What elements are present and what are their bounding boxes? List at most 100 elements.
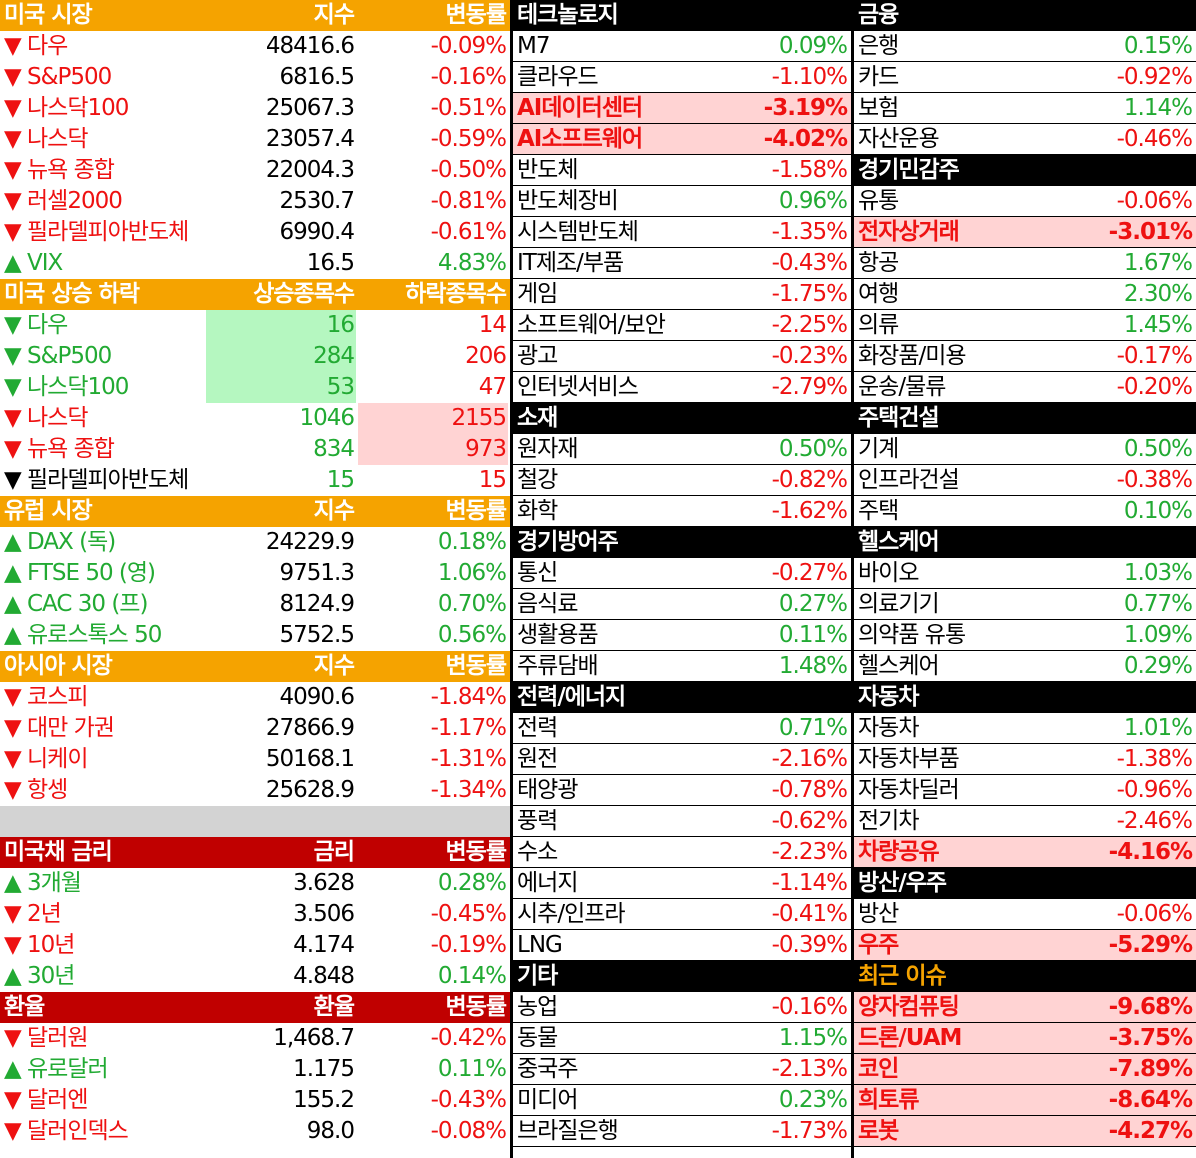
change: -0.41% bbox=[771, 901, 848, 927]
row-label: ▼ 필라델피아반도체 bbox=[4, 467, 189, 493]
value: 4.174 bbox=[293, 932, 355, 958]
section-title: 금융 bbox=[858, 2, 899, 28]
sector-label: 의류 bbox=[858, 312, 899, 338]
change: 2.30% bbox=[1123, 281, 1193, 307]
change: -8.64% bbox=[1108, 1087, 1193, 1113]
sector-label: 음식료 bbox=[517, 591, 578, 617]
table-row: 전자상거래 -3.01% bbox=[854, 217, 1196, 248]
change: -0.62% bbox=[771, 808, 848, 834]
sector-label: 클라우드 bbox=[517, 64, 599, 90]
section-title: 소재 bbox=[517, 405, 558, 431]
column-header: 환율 bbox=[313, 994, 355, 1020]
change: 0.10% bbox=[1123, 498, 1193, 524]
change: -0.61% bbox=[430, 219, 507, 245]
column-header: 지수 bbox=[313, 653, 355, 679]
sector-label: 유통 bbox=[858, 188, 899, 214]
decliners-highlight bbox=[358, 403, 508, 434]
row-label: ▼ S&P500 bbox=[4, 64, 112, 90]
change: -0.92% bbox=[1116, 64, 1193, 90]
value: 5752.5 bbox=[279, 622, 355, 648]
table-row: 동물 1.15% bbox=[513, 1023, 851, 1054]
sector-label: 통신 bbox=[517, 560, 558, 586]
table-row: 원자재 0.50% bbox=[513, 434, 851, 465]
table-row: LNG -0.39% bbox=[513, 930, 851, 961]
section-header: 전력/에너지 bbox=[513, 682, 851, 713]
table-row: 풍력 -0.62% bbox=[513, 806, 851, 837]
value: 1046 bbox=[299, 405, 355, 431]
value: 155.2 bbox=[293, 1087, 355, 1113]
column-header: 지수 bbox=[313, 498, 355, 524]
table-row: 의료기기 0.77% bbox=[854, 589, 1196, 620]
section-header: 기타 bbox=[513, 961, 851, 992]
row-label: ▲ 3개월 bbox=[4, 870, 82, 896]
value: 16.5 bbox=[306, 250, 355, 276]
column-header: 지수 bbox=[313, 2, 355, 28]
section-title: 미국 상승 하락 bbox=[4, 281, 140, 307]
column-header: 변동률 bbox=[445, 839, 507, 865]
section-header: 미국 시장 지수 변동률 bbox=[0, 0, 510, 31]
row-label: ▼ 필라델피아반도체 bbox=[4, 219, 189, 245]
advancers-highlight bbox=[206, 341, 356, 372]
change: 1.67% bbox=[1123, 250, 1193, 276]
sector-label: 기계 bbox=[858, 436, 899, 462]
sector-label: 원자재 bbox=[517, 436, 578, 462]
table-row: 수소 -2.23% bbox=[513, 837, 851, 868]
sector-label: 게임 bbox=[517, 281, 558, 307]
table-row: 주택 0.10% bbox=[854, 496, 1196, 527]
change: -0.20% bbox=[1116, 374, 1193, 400]
change: -0.09% bbox=[430, 33, 507, 59]
change: 1.01% bbox=[1123, 715, 1193, 741]
section-title: 환율 bbox=[4, 994, 45, 1020]
section-header: 경기민감주 bbox=[854, 155, 1196, 186]
row-label: ▼ 니케이 bbox=[4, 746, 88, 772]
row-label: ▼ 10년 bbox=[4, 932, 75, 958]
table-row: ▼ 2년 3.506 -0.45% bbox=[0, 899, 510, 930]
value: 15 bbox=[326, 467, 355, 493]
change: 0.29% bbox=[1123, 653, 1193, 679]
table-row: 자산운용 -0.46% bbox=[854, 124, 1196, 155]
section-title: 헬스케어 bbox=[858, 529, 940, 555]
section-header: 금융 bbox=[854, 0, 1196, 31]
change: 14 bbox=[478, 312, 507, 338]
table-row: ▼ 10년 4.174 -0.19% bbox=[0, 930, 510, 961]
row-label: ▲ VIX bbox=[4, 250, 63, 276]
table-row: 바이오 1.03% bbox=[854, 558, 1196, 589]
sector-label: 전자상거래 bbox=[858, 219, 960, 245]
sector-label: 브라질은행 bbox=[517, 1118, 619, 1144]
change: 0.77% bbox=[1123, 591, 1193, 617]
sector-label: 인터넷서비스 bbox=[517, 374, 639, 400]
change: -0.16% bbox=[430, 64, 507, 90]
change: 0.23% bbox=[778, 1087, 848, 1113]
table-row: ▲ 30년 4.848 0.14% bbox=[0, 961, 510, 992]
section-header: 경기방어주 bbox=[513, 527, 851, 558]
section-header: 테크놀로지 bbox=[513, 0, 851, 31]
change: 0.56% bbox=[437, 622, 507, 648]
table-row: 드론/UAM -3.75% bbox=[854, 1023, 1196, 1054]
section-title: 아시아 시장 bbox=[4, 653, 113, 679]
table-row: 통신 -0.27% bbox=[513, 558, 851, 589]
column-header: 변동률 bbox=[445, 2, 507, 28]
sector-label: 주택 bbox=[858, 498, 899, 524]
table-row: ▼ 항셍 25628.9 -1.34% bbox=[0, 775, 510, 806]
row-label: ▼ 2년 bbox=[4, 901, 62, 927]
table-row: 시추/인프라 -0.41% bbox=[513, 899, 851, 930]
section-title: 방산/우주 bbox=[858, 870, 947, 896]
table-row: ▲ 유로달러 1.175 0.11% bbox=[0, 1054, 510, 1085]
sector-label: 소프트웨어/보안 bbox=[517, 312, 666, 338]
value: 98.0 bbox=[306, 1118, 355, 1144]
row-label: ▼ 러셀2000 bbox=[4, 188, 123, 214]
column-header: 상승종목수 bbox=[253, 281, 355, 307]
sector-label: 양자컴퓨팅 bbox=[858, 994, 960, 1020]
sector-label: 우주 bbox=[858, 932, 899, 958]
table-row: ▼ 뉴욕 종합 834 973 bbox=[0, 434, 510, 465]
value: 3.628 bbox=[293, 870, 355, 896]
section-header: 자동차 bbox=[854, 682, 1196, 713]
change: 0.71% bbox=[778, 715, 848, 741]
value: 1,468.7 bbox=[273, 1025, 355, 1051]
table-row: ▼ 뉴욕 종합 22004.3 -0.50% bbox=[0, 155, 510, 186]
change: 47 bbox=[478, 374, 507, 400]
sector-label: 카드 bbox=[858, 64, 899, 90]
table-row: 반도체장비 0.96% bbox=[513, 186, 851, 217]
section-header: 방산/우주 bbox=[854, 868, 1196, 899]
table-row: ▼ 나스닥 23057.4 -0.59% bbox=[0, 124, 510, 155]
